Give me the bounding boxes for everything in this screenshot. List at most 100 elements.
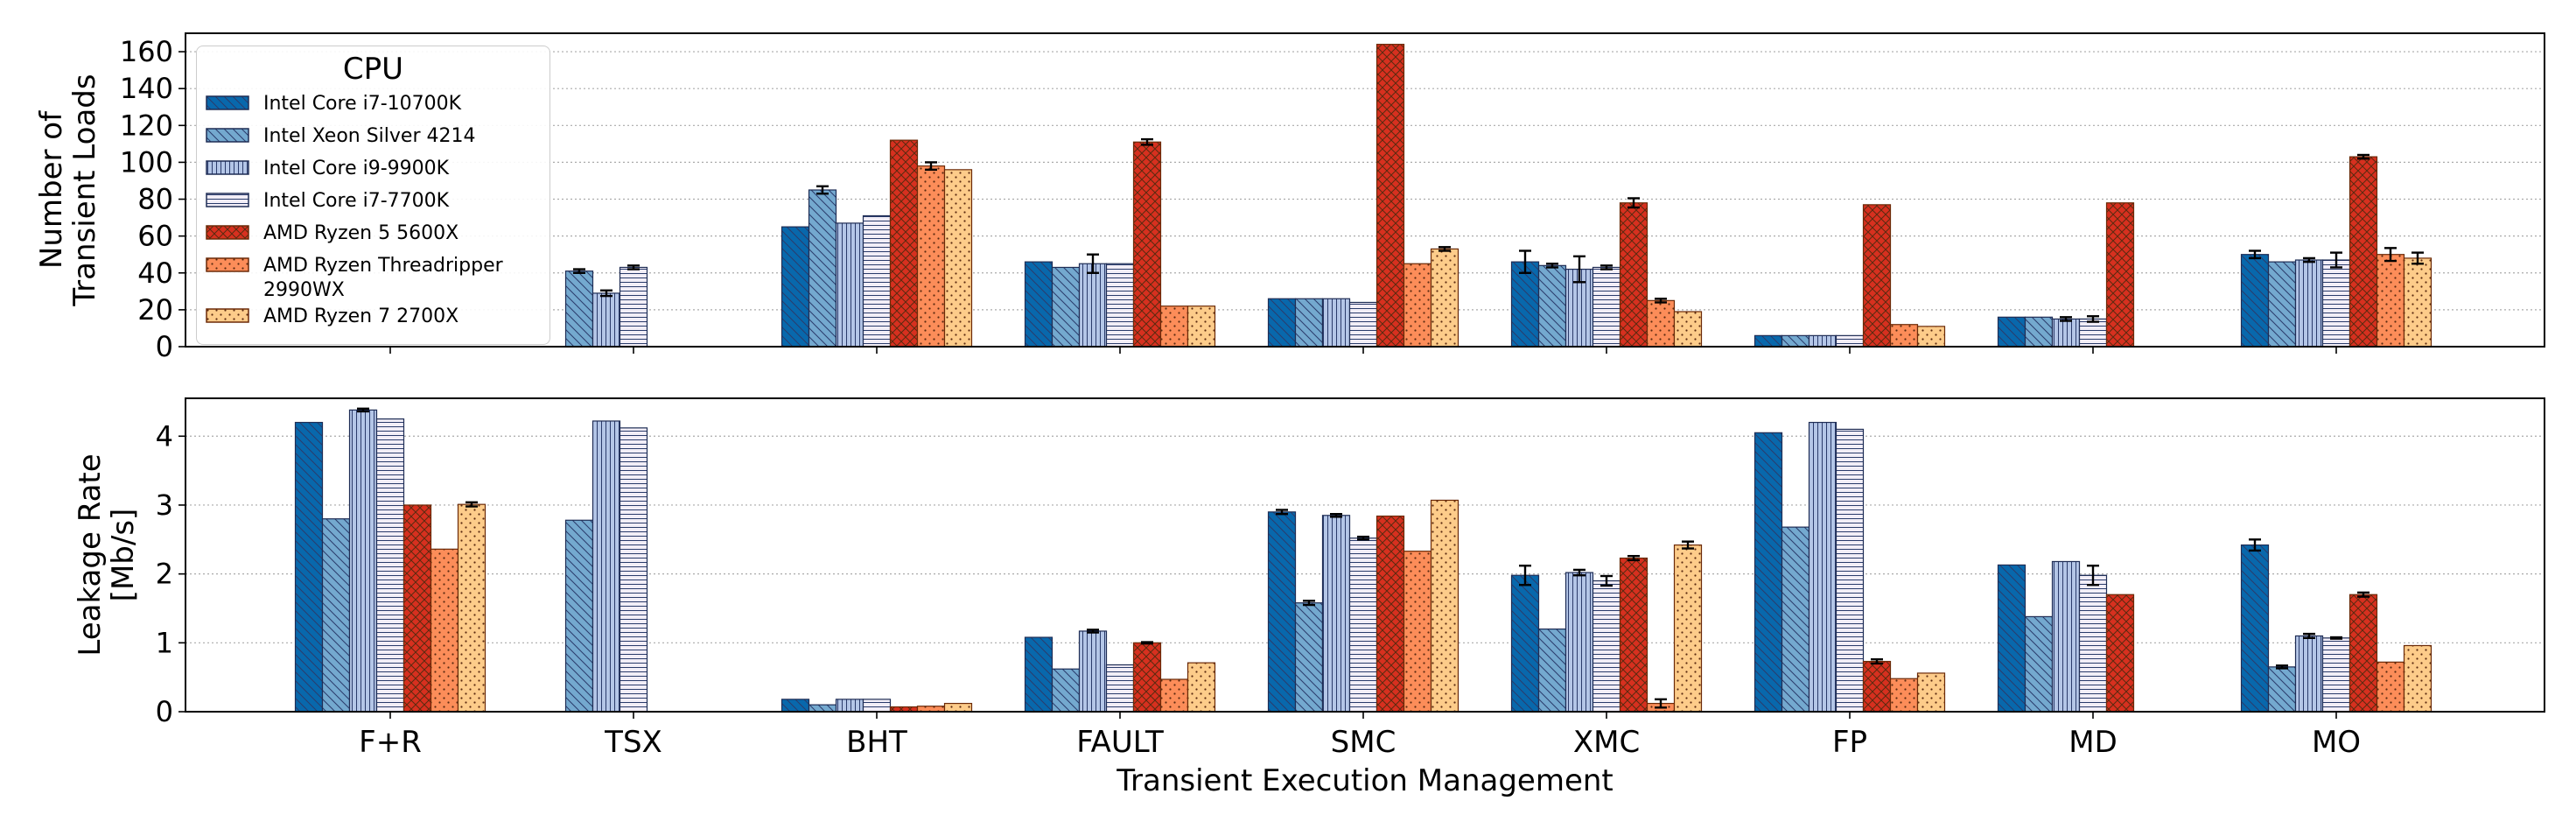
legend-label: AMD Ryzen Threadripper 2990WX bbox=[263, 255, 503, 301]
y-tick-label: 0 bbox=[156, 330, 173, 363]
bar bbox=[1430, 248, 1460, 348]
bar bbox=[1889, 324, 1919, 348]
legend: CPU Intel Core i7-10700K Intel Xeon Silve… bbox=[196, 46, 550, 345]
bar bbox=[1132, 642, 1162, 713]
legend-swatch bbox=[206, 95, 249, 110]
bar bbox=[1808, 421, 1838, 713]
bar bbox=[1889, 678, 1919, 713]
bar bbox=[1997, 564, 2026, 713]
bar bbox=[1348, 301, 1378, 348]
bar bbox=[1186, 662, 1216, 713]
bar bbox=[808, 189, 837, 348]
bar bbox=[1835, 428, 1865, 713]
bar bbox=[1510, 261, 1540, 348]
bar bbox=[1267, 298, 1297, 348]
bar bbox=[2051, 560, 2081, 713]
bar bbox=[1403, 551, 1432, 713]
legend-item: AMD Ryzen 7 2700X bbox=[206, 305, 458, 329]
bar bbox=[1186, 306, 1216, 348]
y-tick-label: 3 bbox=[156, 488, 173, 522]
bar bbox=[1376, 515, 1405, 713]
bar bbox=[835, 699, 864, 713]
legend-label: AMD Ryzen 5 5600X bbox=[263, 222, 459, 244]
bar bbox=[1376, 44, 1405, 348]
y-tick-label: 100 bbox=[120, 145, 173, 179]
bar bbox=[1403, 263, 1432, 348]
y-tick-label: 1 bbox=[156, 626, 173, 659]
legend-label: Intel Core i7-10700K bbox=[263, 93, 462, 115]
legend-swatch bbox=[206, 225, 249, 240]
bar bbox=[294, 421, 324, 713]
plot-frame bbox=[185, 397, 2545, 713]
bar bbox=[2078, 574, 2108, 713]
bar bbox=[1564, 572, 1594, 713]
bar bbox=[1105, 664, 1135, 713]
bar bbox=[2403, 257, 2432, 348]
legend-item: Intel Core i7-7700K bbox=[206, 189, 449, 214]
bar bbox=[808, 704, 837, 713]
bar bbox=[321, 518, 351, 713]
bar bbox=[862, 214, 892, 348]
x-tick-label: XMC bbox=[1573, 725, 1640, 760]
bar bbox=[1619, 557, 1648, 713]
legend-swatch bbox=[206, 160, 249, 175]
bar bbox=[2267, 261, 2297, 348]
bar bbox=[2294, 635, 2324, 713]
bar bbox=[835, 222, 864, 348]
bar bbox=[1159, 678, 1189, 713]
bar bbox=[1862, 660, 1892, 713]
bar bbox=[1997, 316, 2026, 348]
bar bbox=[1916, 672, 1946, 713]
bar bbox=[1592, 266, 1621, 348]
bar bbox=[619, 427, 648, 713]
bar bbox=[1592, 580, 1621, 713]
bar bbox=[1078, 263, 1108, 348]
bar bbox=[1132, 141, 1162, 348]
bar bbox=[348, 409, 378, 713]
bar bbox=[1835, 334, 1865, 348]
bar bbox=[780, 699, 810, 713]
bar bbox=[1348, 537, 1378, 713]
y-tick-label: 40 bbox=[137, 256, 173, 290]
bar bbox=[1051, 668, 1081, 713]
legend-swatch bbox=[206, 308, 249, 323]
bar bbox=[592, 420, 621, 713]
bar bbox=[2105, 202, 2135, 348]
bar bbox=[1105, 263, 1135, 348]
bar bbox=[916, 165, 946, 348]
legend-swatch bbox=[206, 193, 249, 207]
y-tick-label: 2 bbox=[156, 558, 173, 591]
bar bbox=[619, 266, 648, 348]
x-tick-label: MO bbox=[2312, 725, 2361, 760]
bar bbox=[2105, 594, 2135, 713]
bar bbox=[1781, 526, 1810, 713]
bar bbox=[889, 139, 919, 348]
x-tick-label: F+R bbox=[359, 725, 422, 760]
bar bbox=[2024, 615, 2054, 713]
bar bbox=[430, 548, 459, 713]
legend-swatch bbox=[206, 128, 249, 143]
bar bbox=[2240, 254, 2270, 348]
x-tick-label: BHT bbox=[846, 725, 907, 760]
bar bbox=[1754, 334, 1783, 348]
bar bbox=[564, 519, 594, 713]
bar bbox=[457, 503, 486, 713]
y-tick-label: 4 bbox=[156, 419, 173, 453]
plot-frame bbox=[185, 32, 2545, 348]
legend-label: Intel Xeon Silver 4214 bbox=[263, 125, 476, 147]
bar bbox=[1646, 299, 1676, 348]
bar bbox=[2321, 637, 2351, 713]
bar bbox=[1673, 311, 1703, 348]
bar bbox=[1430, 499, 1460, 713]
bar bbox=[1159, 306, 1189, 348]
bar bbox=[943, 169, 973, 348]
bar bbox=[1321, 298, 1351, 348]
bar bbox=[1024, 636, 1054, 713]
y-tick-label: 0 bbox=[156, 695, 173, 728]
legend-item: Intel Core i7-10700K bbox=[206, 92, 461, 116]
bar bbox=[1078, 630, 1108, 713]
bar bbox=[1321, 515, 1351, 713]
bar bbox=[780, 226, 810, 348]
y-tick-label: 20 bbox=[137, 293, 173, 327]
